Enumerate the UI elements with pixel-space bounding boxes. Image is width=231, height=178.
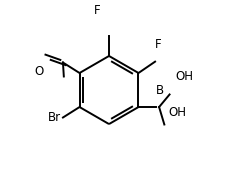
Text: F: F [154, 38, 160, 51]
Text: OH: OH [175, 70, 192, 83]
Text: Br: Br [48, 111, 61, 124]
Text: O: O [34, 65, 43, 78]
Text: B: B [155, 83, 163, 96]
Text: F: F [94, 4, 100, 17]
Text: OH: OH [168, 106, 185, 119]
